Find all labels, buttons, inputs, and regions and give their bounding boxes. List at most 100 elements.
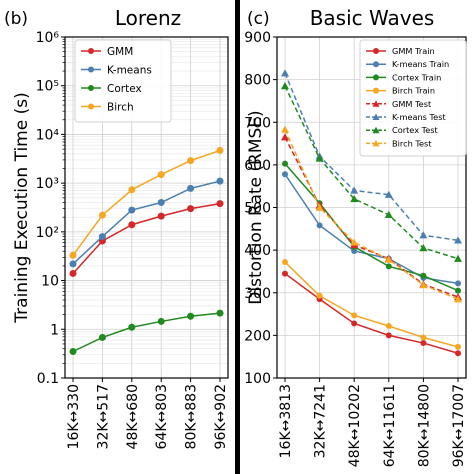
x-tick-label: 48K↔10202 bbox=[347, 384, 363, 467]
x-axis: 16K↔3813 32K↔7241 48K↔10202 64K↔11611 80K↔14… bbox=[278, 378, 467, 467]
y-tick-label: 200 bbox=[244, 328, 271, 344]
y-tick-label: 10⁴ bbox=[36, 127, 60, 143]
series-line-3 bbox=[72, 149, 221, 256]
series-line-2 bbox=[284, 163, 459, 292]
chart-panel-basic-waves: 100 200 300 400 500 600 700 800 900 16K↔3813 32K↔7… bbox=[244, 6, 467, 467]
y-tick-label: 100 bbox=[244, 371, 271, 387]
y-tick-label: 10² bbox=[36, 225, 59, 241]
y-tick-label: 1 bbox=[50, 322, 59, 338]
data-point bbox=[282, 270, 288, 277]
legend-swatch-marker bbox=[373, 61, 379, 68]
data-point bbox=[350, 194, 359, 203]
y-tick-label: 600 bbox=[244, 158, 271, 174]
data-point bbox=[455, 287, 461, 294]
data-point bbox=[350, 186, 359, 194]
series-line-4 bbox=[284, 136, 459, 298]
series-line-0 bbox=[72, 202, 221, 274]
data-point bbox=[157, 171, 165, 179]
x-tick-label: 16K↔330 bbox=[66, 384, 82, 449]
legend-label: Cortex Train bbox=[392, 72, 441, 82]
data-point bbox=[98, 211, 106, 219]
legend-box bbox=[359, 39, 467, 157]
y-tick-label: 300 bbox=[244, 286, 271, 302]
y-tick-label: 10⁵ bbox=[36, 79, 59, 95]
y-tick-label: 10³ bbox=[36, 176, 59, 192]
legend-swatch-marker bbox=[373, 74, 379, 81]
series-line-7 bbox=[284, 129, 459, 300]
data-point bbox=[454, 295, 462, 303]
legend-swatch-marker bbox=[88, 103, 94, 110]
data-point bbox=[419, 231, 428, 239]
legend-box bbox=[74, 39, 172, 123]
legend-label: Birch Train bbox=[392, 86, 435, 96]
y-tick-label: 800 bbox=[244, 73, 271, 89]
y-axis-label: Training Execution Time (s) bbox=[12, 92, 32, 323]
data-point bbox=[282, 259, 288, 266]
data-point bbox=[384, 255, 393, 263]
data-point bbox=[98, 233, 106, 241]
legend-label: GMM Test bbox=[392, 99, 432, 109]
series-line-5 bbox=[284, 72, 459, 242]
x-tick-label: 96K↔902 bbox=[213, 384, 229, 449]
data-point bbox=[128, 221, 136, 229]
data-point bbox=[282, 171, 288, 178]
data-point bbox=[281, 133, 289, 141]
data-point bbox=[157, 317, 165, 325]
data-point bbox=[419, 243, 428, 252]
x-tick-label: 48K↔680 bbox=[125, 384, 141, 449]
data-point bbox=[315, 154, 324, 162]
data-point bbox=[384, 210, 393, 218]
data-point bbox=[315, 203, 324, 211]
y-tick-label: 0.1 bbox=[37, 371, 59, 387]
panel-divider bbox=[235, 0, 240, 474]
chart-panel-lorenz: 0.1 1 10 10² 10³ 10⁴ 10⁵ 10⁶ 16K↔330 32K↔517 48K↔6… bbox=[4, 6, 229, 449]
data-point bbox=[69, 260, 77, 268]
legend-label: Birch bbox=[107, 101, 134, 113]
x-tick-label: 32K↔517 bbox=[95, 384, 111, 449]
data-point bbox=[128, 186, 136, 194]
x-tick-label: 64K↔11611 bbox=[382, 384, 398, 467]
legend-swatch-marker bbox=[373, 48, 379, 54]
data-point bbox=[216, 146, 224, 154]
chart-title: Lorenz bbox=[115, 6, 181, 30]
legend-label: K-means Train bbox=[392, 59, 449, 69]
legend: GMM K-means Cortex Birch bbox=[74, 39, 172, 123]
legend: GMM Train K-means Train Cortex Train Birch … bbox=[359, 39, 467, 157]
data-point bbox=[454, 254, 462, 262]
data-point bbox=[351, 312, 358, 319]
chart-title: Basic Waves bbox=[310, 6, 435, 30]
data-point bbox=[384, 190, 393, 198]
legend-swatch-marker bbox=[88, 85, 94, 91]
y-tick-label: 500 bbox=[244, 201, 271, 217]
legend-label: K-means bbox=[107, 64, 152, 76]
data-point bbox=[420, 340, 427, 347]
x-tick-label: 64K↔803 bbox=[154, 384, 170, 449]
data-point bbox=[420, 272, 427, 279]
y-tick-label: 10 bbox=[41, 274, 59, 290]
x-axis: 16K↔330 32K↔517 48K↔680 64K↔803 80K↔883 96K↔9… bbox=[66, 378, 229, 449]
legend-swatch-marker bbox=[88, 48, 94, 54]
data-point bbox=[216, 309, 224, 317]
grid bbox=[65, 36, 228, 379]
data-point bbox=[216, 200, 224, 208]
data-point bbox=[351, 247, 358, 254]
x-tick-label: 80K↔14800 bbox=[416, 384, 432, 467]
data-point bbox=[316, 222, 323, 229]
data-point bbox=[385, 322, 392, 329]
data-point bbox=[157, 199, 165, 207]
legend-label: GMM Train bbox=[392, 46, 435, 56]
legend-label: GMM bbox=[107, 46, 133, 58]
data-point bbox=[281, 125, 289, 133]
x-tick-label: 16K↔3813 bbox=[278, 384, 294, 458]
data-point bbox=[98, 333, 106, 341]
series-line-2 bbox=[72, 312, 221, 353]
panel-label: (c) bbox=[247, 9, 270, 29]
data-point bbox=[351, 320, 358, 327]
legend-swatch-marker bbox=[373, 87, 379, 94]
data-point bbox=[69, 347, 77, 355]
legend-swatch-marker bbox=[372, 126, 380, 134]
data-point bbox=[350, 238, 359, 246]
data-point bbox=[187, 312, 195, 320]
data-point bbox=[420, 334, 427, 341]
